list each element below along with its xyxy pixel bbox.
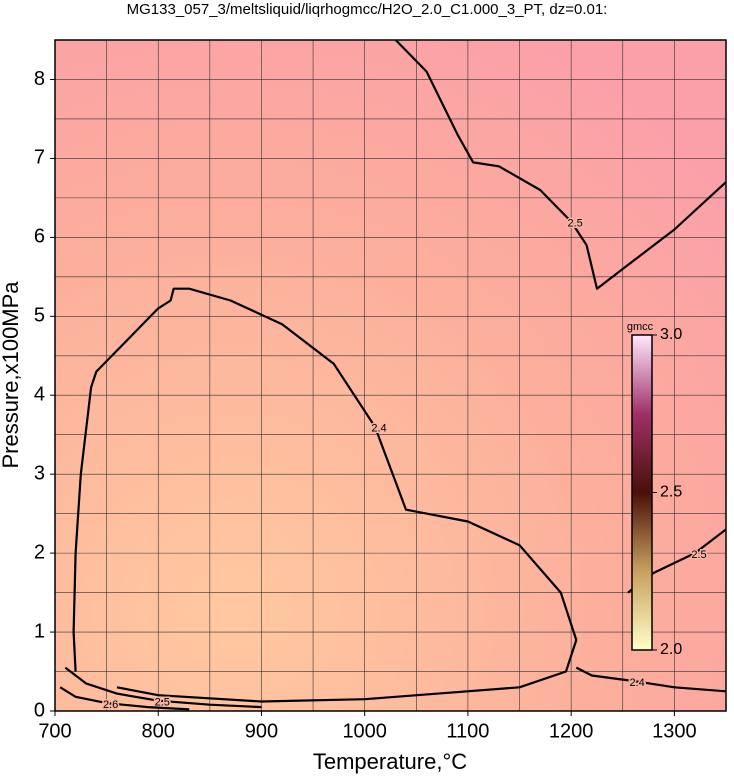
x-tick-label: 900 bbox=[245, 720, 278, 742]
plot-background bbox=[55, 40, 726, 711]
y-tick-label: 8 bbox=[34, 68, 45, 90]
y-tick-label: 7 bbox=[34, 147, 45, 169]
x-axis-label: Temperature,°C bbox=[313, 749, 467, 774]
contour-label: 2.6 bbox=[103, 699, 118, 711]
contour-line bbox=[64, 666, 262, 709]
y-tick-label: 3 bbox=[34, 462, 45, 484]
contour-line bbox=[575, 666, 727, 693]
contour-label: 2.4 bbox=[371, 423, 386, 435]
x-tick-label: 700 bbox=[38, 720, 71, 742]
y-tick-label: 6 bbox=[34, 226, 45, 248]
contour-label: 2.5 bbox=[691, 549, 706, 561]
contour-label: 2.5 bbox=[568, 217, 583, 229]
y-tick-label: 2 bbox=[34, 541, 45, 563]
x-tick-label: 1000 bbox=[342, 720, 387, 742]
x-tick-label: 1300 bbox=[652, 720, 697, 742]
contour-line bbox=[394, 39, 727, 290]
colorbar-tick-label: 2.0 bbox=[660, 641, 682, 658]
x-tick-label: 1100 bbox=[446, 720, 489, 742]
contour-label: 2.5 bbox=[155, 697, 170, 709]
x-tick-label: 1200 bbox=[549, 720, 594, 742]
plot-frame bbox=[54, 39, 727, 712]
colorbar-tick-label: 3.0 bbox=[660, 326, 682, 343]
colorbar-label: gmcc bbox=[627, 321, 654, 333]
y-tick-label: 0 bbox=[34, 699, 45, 721]
chart-title: MG133_057_3/meltsliquid/liqrhogmcc/H2O_2… bbox=[127, 1, 608, 18]
y-tick-label: 4 bbox=[34, 384, 45, 406]
x-tick-label: 800 bbox=[142, 720, 175, 742]
y-tick-label: 1 bbox=[34, 620, 45, 642]
contour-line bbox=[72, 287, 578, 703]
contour-line bbox=[59, 686, 190, 711]
contour-label: 2.4 bbox=[629, 677, 644, 689]
colorbar-tick-label: 2.5 bbox=[660, 484, 682, 501]
colorbar bbox=[631, 334, 653, 651]
y-axis-label: Pressure,x100MPa bbox=[0, 281, 23, 469]
y-tick-label: 5 bbox=[34, 305, 45, 327]
